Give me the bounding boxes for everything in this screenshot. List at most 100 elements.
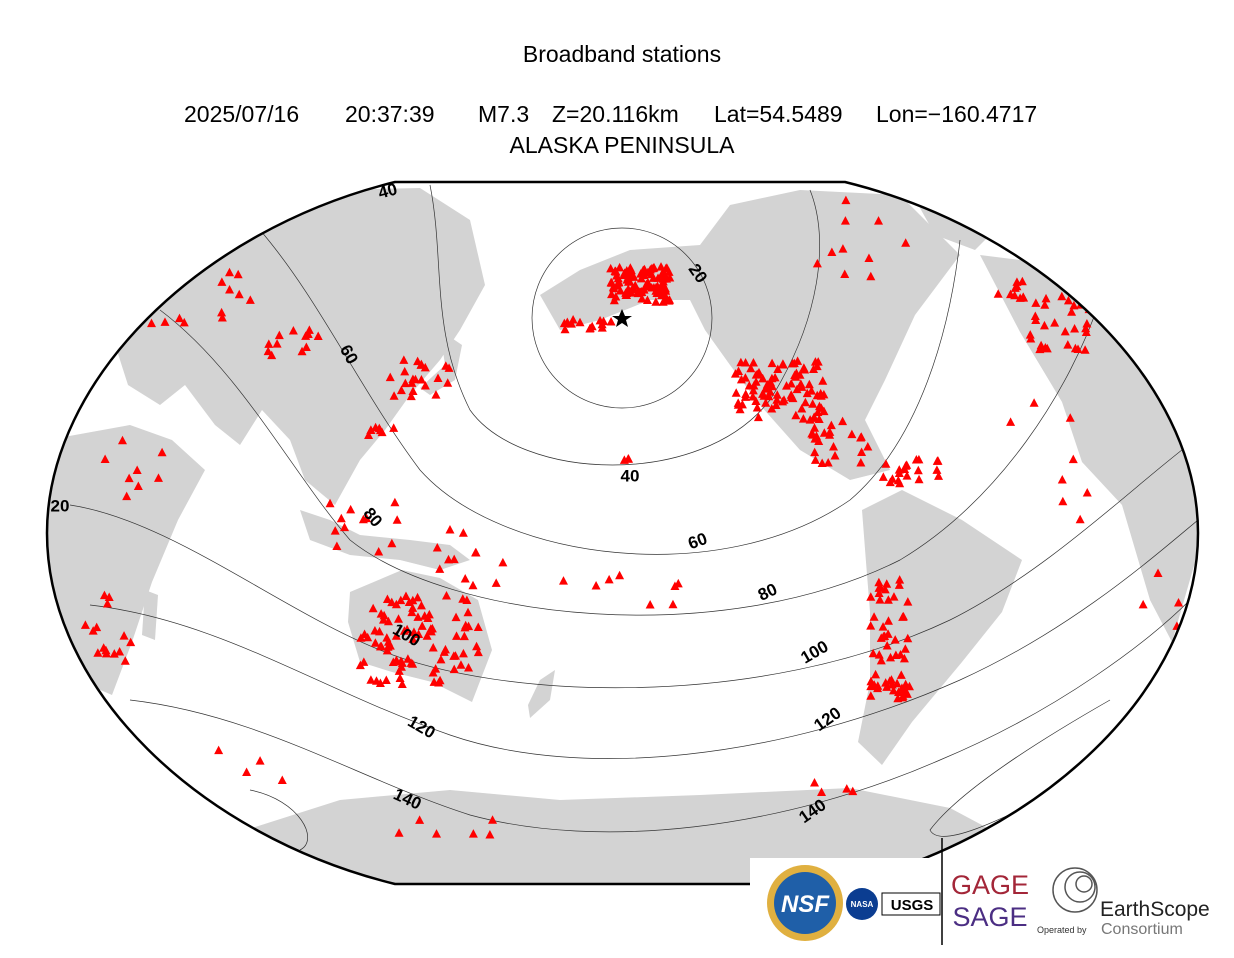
station: [604, 574, 614, 584]
station: [840, 216, 850, 225]
station: [391, 655, 401, 664]
station: [498, 557, 508, 567]
station: [336, 513, 346, 523]
station: [381, 675, 391, 685]
station: [813, 357, 823, 366]
station: [901, 238, 911, 247]
japan: [420, 330, 462, 395]
station: [615, 262, 625, 272]
station: [214, 745, 224, 755]
station: [819, 428, 829, 437]
station: [790, 370, 800, 379]
station: [814, 436, 824, 446]
station: [753, 412, 763, 422]
station: [866, 592, 876, 601]
map-title: Broadband stations: [523, 41, 721, 67]
station: [435, 564, 445, 573]
station: [612, 270, 622, 280]
station: [913, 465, 923, 475]
station: [346, 504, 356, 514]
station: [439, 647, 449, 656]
station: [898, 692, 908, 702]
station: [409, 627, 419, 636]
station: [417, 621, 427, 630]
station: [657, 290, 667, 300]
station: [748, 358, 758, 367]
station: [890, 635, 900, 644]
station: [132, 465, 142, 475]
station: [887, 474, 897, 483]
station: [731, 388, 741, 397]
station: [900, 644, 910, 653]
station: [397, 679, 407, 688]
station: [1031, 298, 1041, 307]
station: [887, 679, 897, 689]
station: [1057, 474, 1067, 484]
contour-line: [129, 599, 1191, 833]
station: [420, 381, 430, 390]
station: [767, 358, 777, 368]
station: [856, 432, 866, 441]
station: [428, 642, 438, 652]
operated-by-text: Operated by: [1037, 925, 1087, 935]
station: [432, 829, 442, 838]
station: [382, 594, 392, 603]
station: [263, 346, 273, 356]
station: [432, 543, 442, 552]
station: [301, 342, 311, 351]
station: [883, 595, 893, 604]
station: [422, 631, 432, 640]
station: [878, 472, 888, 481]
station: [779, 395, 789, 404]
station: [93, 648, 103, 657]
station: [364, 430, 374, 440]
station: [449, 664, 459, 674]
station: [360, 629, 370, 639]
station: [866, 621, 876, 630]
station: [463, 607, 473, 617]
station: [619, 455, 629, 464]
station: [461, 620, 471, 630]
station: [894, 465, 904, 474]
station: [639, 269, 649, 278]
station: [297, 346, 307, 356]
event-magnitude: M7.3: [478, 101, 529, 127]
station: [1073, 344, 1083, 353]
station: [659, 268, 669, 277]
station: [117, 435, 127, 445]
station: [370, 638, 380, 647]
station: [413, 592, 423, 602]
station: [217, 313, 227, 322]
station: [899, 653, 909, 663]
station: [390, 497, 400, 507]
station: [426, 624, 436, 633]
station: [746, 363, 756, 373]
station: [857, 447, 867, 457]
station: [658, 276, 668, 286]
station: [914, 454, 924, 464]
station: [391, 631, 401, 640]
station: [115, 647, 125, 656]
station: [653, 273, 663, 282]
station: [375, 641, 385, 651]
station: [485, 830, 495, 839]
station: [782, 381, 792, 390]
station: [993, 289, 1003, 298]
station: [374, 546, 384, 556]
station: [408, 595, 418, 605]
station: [606, 263, 616, 273]
station: [880, 631, 890, 641]
station: [810, 423, 820, 432]
station: [242, 767, 252, 776]
station: [1025, 330, 1035, 339]
station: [1040, 342, 1050, 352]
station: [818, 376, 828, 385]
station: [934, 471, 944, 480]
station: [651, 297, 661, 306]
station: [1012, 277, 1022, 286]
station: [673, 578, 683, 588]
station: [1026, 333, 1036, 343]
station: [889, 685, 899, 695]
station: [491, 578, 501, 587]
contour-label: 20: [51, 496, 70, 515]
